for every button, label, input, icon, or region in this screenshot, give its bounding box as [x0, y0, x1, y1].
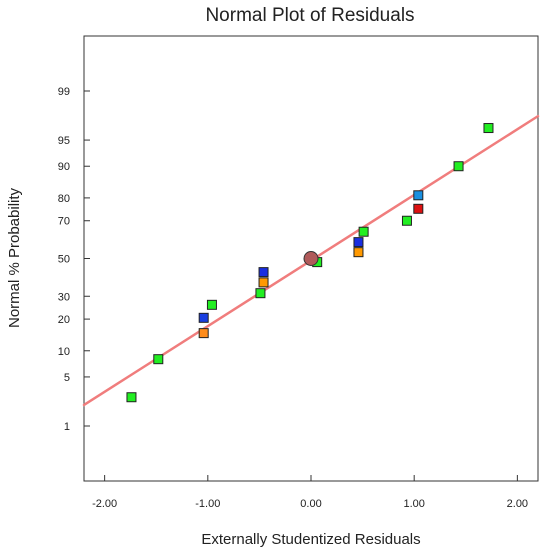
y-tick-label: 99 [58, 86, 70, 98]
x-tick-label: -2.00 [92, 498, 117, 510]
y-tick-label: 90 [58, 161, 70, 173]
data-point [353, 237, 364, 248]
y-tick-label: 70 [58, 216, 70, 228]
y-tick-label: 95 [58, 135, 70, 147]
y-axis-label: Normal % Probability [6, 187, 23, 328]
x-axis-label: Externally Studentized Residuals [201, 531, 420, 548]
data-point [206, 299, 217, 310]
data-point [401, 215, 412, 226]
y-tick-label: 30 [58, 291, 70, 303]
data-points [126, 123, 494, 403]
x-axis-ticks: -2.00 -1.00 0.00 1.00 2.00 [92, 475, 528, 510]
y-tick-label: 10 [58, 346, 70, 358]
data-point [255, 288, 266, 299]
data-point [358, 226, 369, 237]
center-point [303, 251, 319, 266]
data-point [258, 267, 269, 278]
y-tick-label: 50 [58, 254, 70, 266]
data-point [353, 247, 364, 258]
data-point [453, 161, 464, 172]
chart-title: Normal Plot of Residuals [205, 5, 414, 26]
data-point [258, 277, 269, 288]
data-point [198, 328, 209, 339]
data-point [126, 392, 137, 403]
data-point [153, 354, 164, 365]
x-tick-label: -1.00 [195, 498, 220, 510]
y-axis-ticks: 1 5 10 20 30 50 70 80 90 95 99 [58, 86, 90, 433]
x-tick-label: 2.00 [507, 498, 528, 510]
data-point [198, 312, 209, 323]
data-point [413, 203, 424, 214]
data-point [483, 123, 494, 134]
y-tick-label: 80 [58, 193, 70, 205]
data-point [413, 190, 424, 201]
x-tick-label: 0.00 [300, 498, 321, 510]
x-tick-label: 1.00 [403, 498, 424, 510]
y-tick-label: 20 [58, 314, 70, 326]
y-tick-label: 1 [64, 421, 70, 433]
y-tick-label: 5 [64, 372, 70, 384]
